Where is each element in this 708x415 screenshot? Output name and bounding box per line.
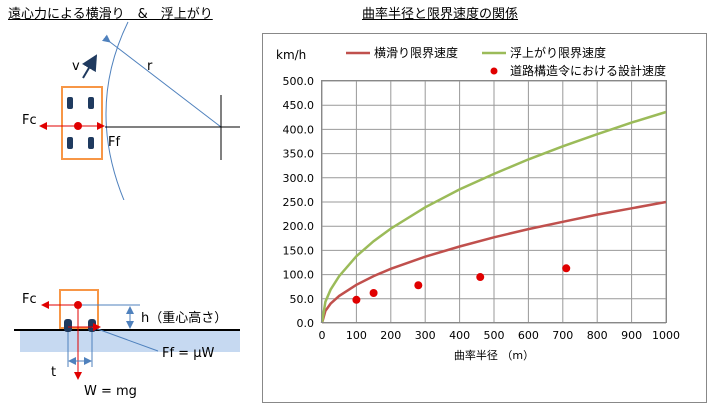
x-axis-label: 曲率半径 （m） — [454, 348, 534, 362]
label-r: r — [147, 59, 153, 74]
y-tick-label: 50.0 — [290, 293, 315, 306]
center-of-mass — [74, 122, 82, 130]
x-tick-label: 600 — [518, 329, 539, 342]
legend-label-sliding: 横滑り限界速度 — [374, 45, 458, 60]
y-tick-label: 450.0 — [283, 99, 315, 112]
series-line-lifting — [320, 110, 667, 324]
x-tick-label: 500 — [484, 329, 505, 342]
top-diagram: v r Fc Ff — [22, 21, 240, 200]
tire-icon — [88, 137, 94, 149]
x-tick-label: 700 — [552, 329, 573, 342]
label-t: t — [51, 365, 56, 380]
x-tick-label: 200 — [380, 329, 401, 342]
center-of-mass — [74, 301, 82, 309]
tire-icon — [67, 97, 73, 109]
radius-line — [102, 34, 222, 128]
design-speed-point — [414, 281, 423, 290]
vehicle-body-side — [59, 289, 99, 329]
y-tick-label: 100.0 — [283, 269, 315, 282]
ff-leader — [91, 326, 159, 352]
y-tick-label: 400.0 — [283, 123, 315, 136]
chart-title: 曲率半径と限界速度の関係 — [362, 7, 519, 22]
label-fc: Fc — [22, 292, 37, 307]
tire-icon — [88, 97, 94, 109]
y-tick-label: 250.0 — [283, 196, 315, 209]
y-tick-label: 500.0 — [283, 75, 315, 88]
chart-frame — [262, 33, 707, 403]
design-speed-point — [562, 264, 571, 273]
legend-label-design: 道路構造令における設計速度 — [510, 63, 666, 78]
y-tick-label: 0.0 — [297, 317, 315, 330]
plot-area-border — [321, 80, 667, 323]
label-ff: Ff = μW — [162, 346, 214, 361]
series-line-sliding — [320, 200, 667, 324]
x-tick-label: 1000 — [652, 329, 680, 342]
label-ff: Ff — [108, 135, 120, 150]
x-tick-label: 300 — [415, 329, 436, 342]
design-speed-point — [476, 273, 485, 282]
y-tick-label: 350.0 — [283, 148, 315, 161]
chart: 0.0 50.0 100.0 150.0 200.0 250.0 300.0 350.0 400… — [262, 33, 707, 403]
tire-icon — [67, 137, 73, 149]
velocity-arrow — [81, 54, 98, 79]
series-layer — [320, 110, 667, 324]
tire-icon — [64, 319, 72, 332]
x-ticks: 0 100 200 300 400 500 600 700 800 900 1000 — [319, 329, 681, 342]
y-ticks: 0.0 50.0 100.0 150.0 200.0 250.0 300.0 350.0 400… — [283, 75, 315, 330]
x-tick-label: 900 — [621, 329, 642, 342]
label-v: v — [72, 59, 80, 74]
tire-icon — [88, 319, 96, 332]
design-speed-point — [369, 288, 378, 297]
left-title: 遠心力による横滑り & 浮上がり — [8, 7, 213, 22]
y-tick-label: 200.0 — [283, 220, 315, 233]
design-speed-point — [352, 295, 361, 304]
legend-label-lifting: 浮上がり限界速度 — [510, 45, 606, 60]
y-tick-label: 150.0 — [283, 244, 315, 257]
label-w: W = mg — [84, 384, 137, 399]
y-tick-label: 300.0 — [283, 172, 315, 185]
x-tick-label: 400 — [449, 329, 470, 342]
unit-label: km/h — [276, 48, 306, 62]
curve-arc — [105, 21, 129, 200]
label-fc: Fc — [22, 113, 37, 128]
x-tick-label: 800 — [587, 329, 608, 342]
bottom-diagram: Fc h（重心高さ） Ff = μW t W = mg — [14, 289, 240, 399]
x-tick-label: 0 — [319, 329, 326, 342]
x-tick-label: 100 — [346, 329, 367, 342]
legend-swatch-design — [490, 67, 498, 75]
label-h: h（重心高さ） — [141, 310, 227, 326]
